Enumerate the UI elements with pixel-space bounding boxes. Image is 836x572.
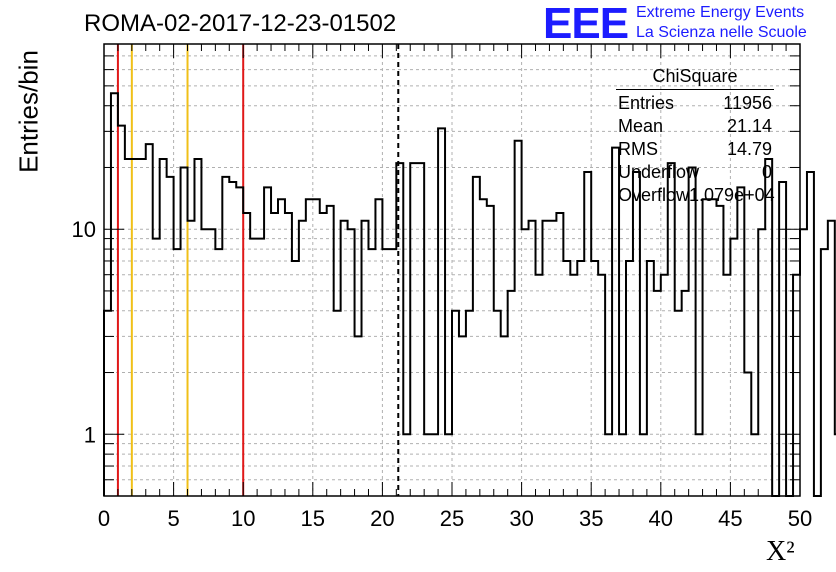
y-tick-label: 1 bbox=[84, 422, 96, 447]
x-tick-label: 35 bbox=[579, 506, 603, 531]
stats-value: 21.14 bbox=[726, 116, 772, 136]
x-tick-label: 45 bbox=[718, 506, 742, 531]
y-axis-label: Entries/bin bbox=[13, 50, 44, 173]
x-tick-label: 30 bbox=[509, 506, 533, 531]
stats-row: Overflow 1.079e+04 bbox=[612, 184, 778, 207]
chart-title: ROMA-02-2017-12-23-01502 bbox=[84, 10, 397, 37]
stats-value: 0 bbox=[761, 162, 772, 182]
stats-label: Mean bbox=[618, 116, 664, 136]
y-tick-label: 10 bbox=[72, 217, 96, 242]
stats-row: Entries 11956 bbox=[612, 92, 778, 115]
x-axis-label: X² bbox=[766, 536, 795, 567]
x-tick-label: 20 bbox=[370, 506, 394, 531]
plot-frame bbox=[103, 43, 801, 497]
stats-label: Entries bbox=[618, 93, 675, 113]
x-tick-label: 5 bbox=[167, 506, 179, 531]
stats-value: 11956 bbox=[723, 93, 772, 113]
stats-label: RMS bbox=[618, 139, 658, 159]
logo-line-2: La Scienza nelle Scuole bbox=[636, 24, 807, 41]
stats-label: Overflow bbox=[618, 185, 690, 205]
x-tick-label: 50 bbox=[788, 506, 812, 531]
axis-ticks bbox=[103, 43, 801, 497]
x-tick-label: 25 bbox=[440, 506, 464, 531]
eee-logo: EEE bbox=[543, 0, 629, 48]
stats-row: RMS 14.79 bbox=[612, 138, 778, 161]
x-tick-label: 10 bbox=[231, 506, 255, 531]
x-tick-label: 15 bbox=[301, 506, 325, 531]
axis-tick-labels: 0 5 10 15 20 25 30 35 40 45 50 1 10 bbox=[72, 217, 813, 531]
stats-title: ChiSquare bbox=[616, 66, 774, 90]
logo-line-1: Extreme Energy Events bbox=[636, 4, 805, 21]
stats-label: Underflow bbox=[618, 162, 700, 182]
stats-value: 1.079e+04 bbox=[689, 185, 775, 205]
stats-row: Underflow 0 bbox=[612, 161, 778, 184]
stats-value: 14.79 bbox=[726, 139, 772, 159]
stats-row: Mean 21.14 bbox=[612, 115, 778, 138]
stats-box: ChiSquare Entries 11956 Mean 21.14 RMS 1… bbox=[612, 66, 778, 207]
x-tick-label: 40 bbox=[649, 506, 673, 531]
x-tick-label: 0 bbox=[98, 506, 110, 531]
